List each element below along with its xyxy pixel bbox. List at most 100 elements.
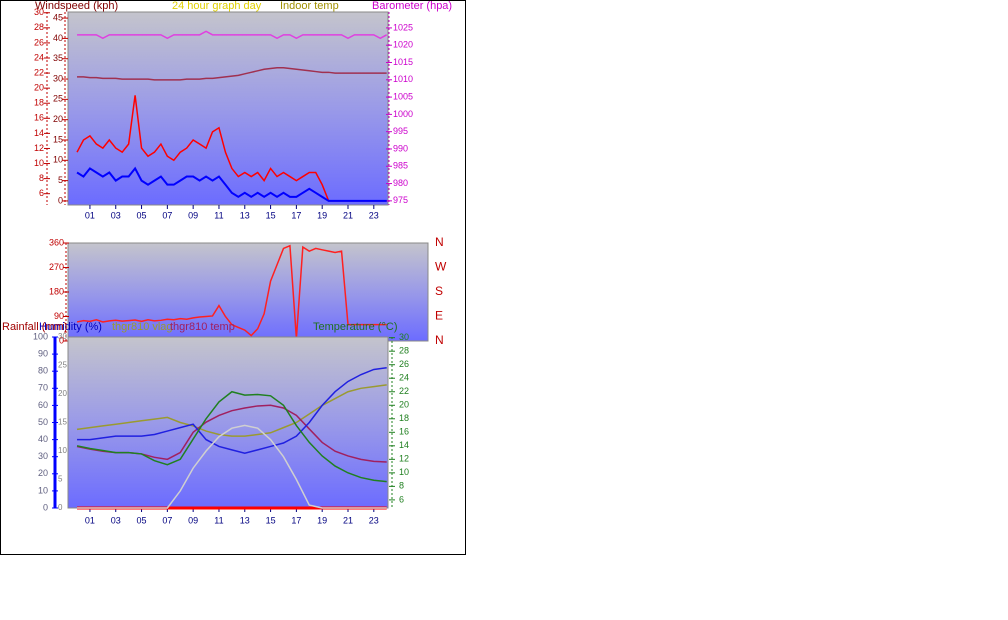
y-tick-label: 6 [399,494,404,504]
x-tick-label: 07 [162,515,172,525]
y-tick-label: 0 [43,502,48,512]
axis-title: Humidity (%) [39,321,102,333]
x-tick-label: 01 [85,210,95,220]
y-tick-label: 28 [399,346,409,356]
x-tick-label: 19 [317,210,327,220]
axis-title: Windspeed (kph) [35,0,118,12]
x-tick-label: 15 [266,515,276,525]
y-tick-label: 26 [34,37,44,47]
legend-entry: thgr810 vlag [112,321,173,333]
y-tick-label: 10 [399,467,409,477]
data-line [77,367,387,455]
plot-area [67,11,389,206]
y-tick-label: 40 [38,434,48,444]
y-tick-label: 1010 [393,74,413,84]
y-tick-label: 985 [393,161,408,171]
x-tick-label: 11 [214,515,223,525]
y-tick-label: 8 [39,173,44,183]
y-tick-label: 0 [59,335,64,345]
y-tick-label: 10 [53,155,63,165]
chart-title: 24 hour graph day [172,0,262,12]
y-tick-label: 15 [58,418,67,427]
y-tick-label: N [435,235,444,249]
y-tick-label: 24 [34,52,44,62]
y-tick-label: 975 [393,195,408,205]
x-tick-label: 15 [266,210,276,220]
y-tick-label: S [435,284,443,298]
y-tick-label: 30 [399,332,409,342]
y-tick-label: 25 [53,94,63,104]
y-tick-label: W [435,260,447,274]
data-line [76,166,387,202]
x-tick-label: 09 [188,210,198,220]
data-line [77,30,388,40]
y-tick-label: 1020 [393,40,413,50]
y-tick-label: 12 [399,454,409,464]
axis-title: Barometer (hpa) [372,0,452,12]
y-tick-label: 30 [34,7,44,17]
y-tick-label: 35 [53,53,63,63]
y-tick-label: N [435,333,444,347]
y-tick-label: 15 [53,134,63,144]
x-tick-label: 07 [162,210,172,220]
y-tick-label: 10 [58,446,67,455]
x-tick-label: 13 [240,210,250,220]
y-tick-label: 30 [38,451,48,461]
data-line [76,390,387,483]
x-tick-label: 21 [343,210,353,220]
y-tick-label: 20 [399,400,409,410]
x-tick-label: 13 [240,515,250,525]
y-tick-label: 10 [38,485,48,495]
y-tick-label: 18 [34,98,44,108]
y-tick-label: 50 [38,417,48,427]
y-tick-label: 990 [393,143,408,153]
x-tick-label: 05 [137,210,147,220]
y-tick-label: 40 [53,33,63,43]
x-tick-label: 17 [291,515,301,525]
y-tick-label: 995 [393,126,408,136]
y-tick-label: 20 [53,114,63,124]
y-tick-label: 1015 [393,57,413,67]
x-tick-label: 09 [188,515,198,525]
y-tick-label: 22 [399,386,409,396]
y-tick-label: 14 [34,128,44,138]
data-line [76,244,387,339]
y-tick-label: 30 [53,73,63,83]
y-tick-label: 12 [34,143,44,153]
y-tick-label: 26 [399,359,409,369]
axis-title: Rainfall (mm) [2,321,67,333]
legend-entry: thgr810 temp [170,321,235,333]
y-tick-label: 20 [34,83,44,93]
y-tick-label: 45 [53,12,63,22]
x-tick-label: 03 [111,515,121,525]
axis-title: Temperature (°C) [313,321,397,333]
x-tick-label: 19 [317,515,327,525]
plot-area [67,336,389,509]
y-tick-label: 16 [34,113,44,123]
y-tick-label: 30 [58,332,67,341]
y-tick-label: E [435,309,443,323]
y-tick-label: 22 [34,67,44,77]
y-tick-label: 100 [33,331,48,341]
y-tick-label: 18 [399,413,409,423]
y-tick-label: 20 [38,468,48,478]
y-tick-label: 5 [58,175,63,185]
y-tick-label: 70 [38,383,48,393]
y-tick-label: 80 [38,366,48,376]
data-line [77,67,387,81]
y-tick-label: 5 [58,475,63,484]
x-tick-label: 17 [291,210,301,220]
x-tick-label: 01 [85,515,95,525]
y-tick-label: 1000 [393,109,413,119]
x-tick-label: 03 [111,210,121,220]
axis-title: Indoor temp [280,0,339,12]
x-tick-label: 21 [343,515,353,525]
y-tick-label: 14 [399,440,409,450]
y-tick-label: 16 [399,427,409,437]
y-tick-label: 180 [49,286,64,296]
y-tick-label: 90 [38,348,48,358]
y-tick-label: 20 [58,389,67,398]
y-tick-label: 28 [34,22,44,32]
y-tick-label: 10 [34,158,44,168]
